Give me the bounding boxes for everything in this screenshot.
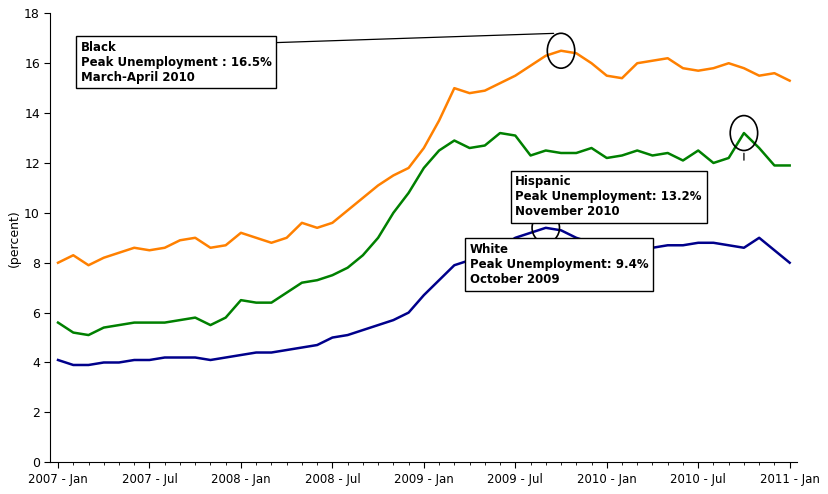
- Text: White
Peak Unemployment: 9.4%
October 2009: White Peak Unemployment: 9.4% October 20…: [469, 243, 647, 286]
- Text: Hispanic
Peak Unemployment: 13.2%
November 2010: Hispanic Peak Unemployment: 13.2% Novemb…: [515, 175, 701, 218]
- Y-axis label: (percent): (percent): [8, 209, 22, 267]
- Text: Black
Peak Unemployment : 16.5%
March-April 2010: Black Peak Unemployment : 16.5% March-Ap…: [81, 41, 272, 84]
